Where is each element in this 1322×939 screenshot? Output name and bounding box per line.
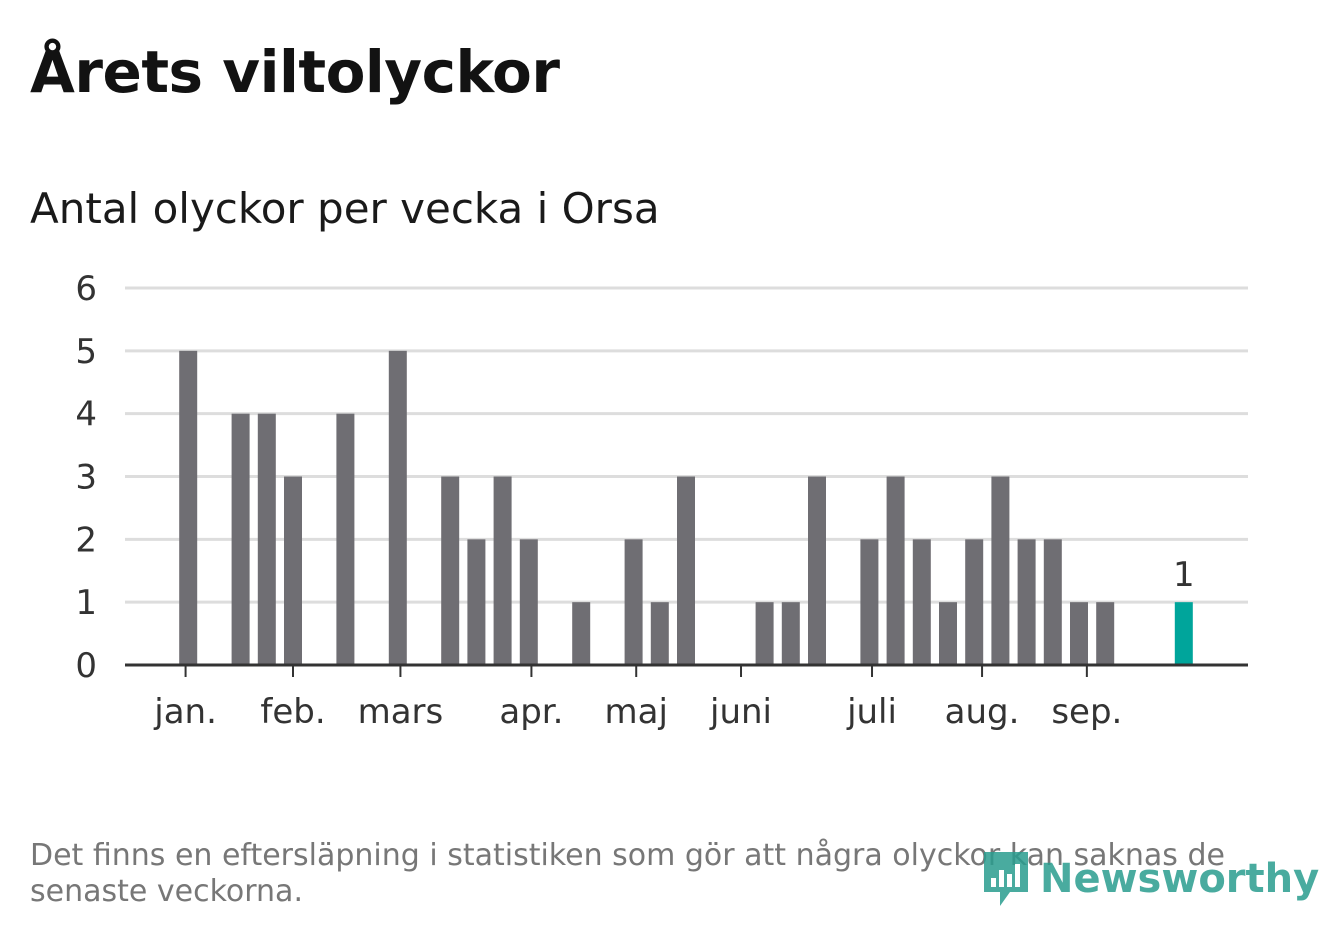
- x-tick-label: feb.: [260, 692, 325, 732]
- chart-subtitle: Antal olyckor per vecka i Orsa: [30, 184, 660, 233]
- bar: [677, 476, 695, 665]
- y-tick-label: 2: [75, 520, 97, 560]
- x-tick-label: juni: [709, 692, 772, 732]
- bar: [572, 602, 591, 665]
- bars: [179, 350, 1193, 665]
- bar: [231, 413, 250, 665]
- bar: [912, 539, 931, 665]
- y-tick-label: 4: [75, 395, 97, 435]
- chart-title: Årets viltolyckor: [30, 38, 560, 106]
- bar: [1096, 602, 1115, 665]
- bar: [965, 539, 984, 665]
- y-tick-label: 6: [75, 269, 97, 309]
- y-tick-label: 5: [75, 332, 97, 372]
- bar: [939, 602, 957, 665]
- bar: [650, 602, 669, 665]
- bar: [519, 539, 538, 665]
- bar: [860, 539, 879, 665]
- newsworthy-logo: Newsworthy: [980, 848, 1319, 910]
- bar: [808, 476, 826, 665]
- bar: [1017, 539, 1036, 665]
- bar: [441, 476, 460, 665]
- x-tick-label: juli: [846, 692, 897, 732]
- bar: [388, 350, 407, 665]
- highlight-value-label: 1: [1173, 555, 1195, 595]
- bar-chart-pin-icon: [984, 852, 1028, 906]
- data-labels: 1: [1173, 555, 1195, 595]
- x-tick-label: sep.: [1051, 692, 1122, 732]
- y-tick-label: 0: [75, 646, 97, 686]
- x-tick-label: aug.: [945, 692, 1020, 732]
- bar-chart: 0 1 2 3 4 5 6 jan. feb. mars apr. maj juni juli aug. s…: [75, 269, 1248, 732]
- bar: [467, 539, 486, 665]
- bar: [1070, 602, 1088, 665]
- bar: [755, 602, 774, 665]
- x-tick-label: mars: [358, 692, 444, 732]
- y-tick-label: 1: [75, 583, 97, 623]
- bar: [493, 476, 512, 665]
- bar: [1043, 539, 1062, 665]
- bar: [336, 413, 355, 665]
- bar: [284, 476, 302, 665]
- bar: [886, 476, 905, 665]
- bar: [257, 413, 276, 665]
- x-tick-label: jan.: [153, 692, 217, 732]
- bar-highlight: [1174, 602, 1193, 665]
- logo-text: Newsworthy: [1040, 856, 1320, 902]
- x-axis: jan. feb. mars apr. maj juni juli aug. sep.: [125, 663, 1248, 732]
- bar: [991, 476, 1010, 665]
- x-tick-label: maj: [605, 692, 668, 732]
- y-tick-label: 3: [75, 458, 97, 498]
- y-axis-ticks: 0 1 2 3 4 5 6: [75, 269, 97, 686]
- bar: [624, 539, 643, 665]
- x-tick-label: apr.: [499, 692, 563, 732]
- bar: [781, 602, 800, 665]
- bar: [179, 350, 198, 665]
